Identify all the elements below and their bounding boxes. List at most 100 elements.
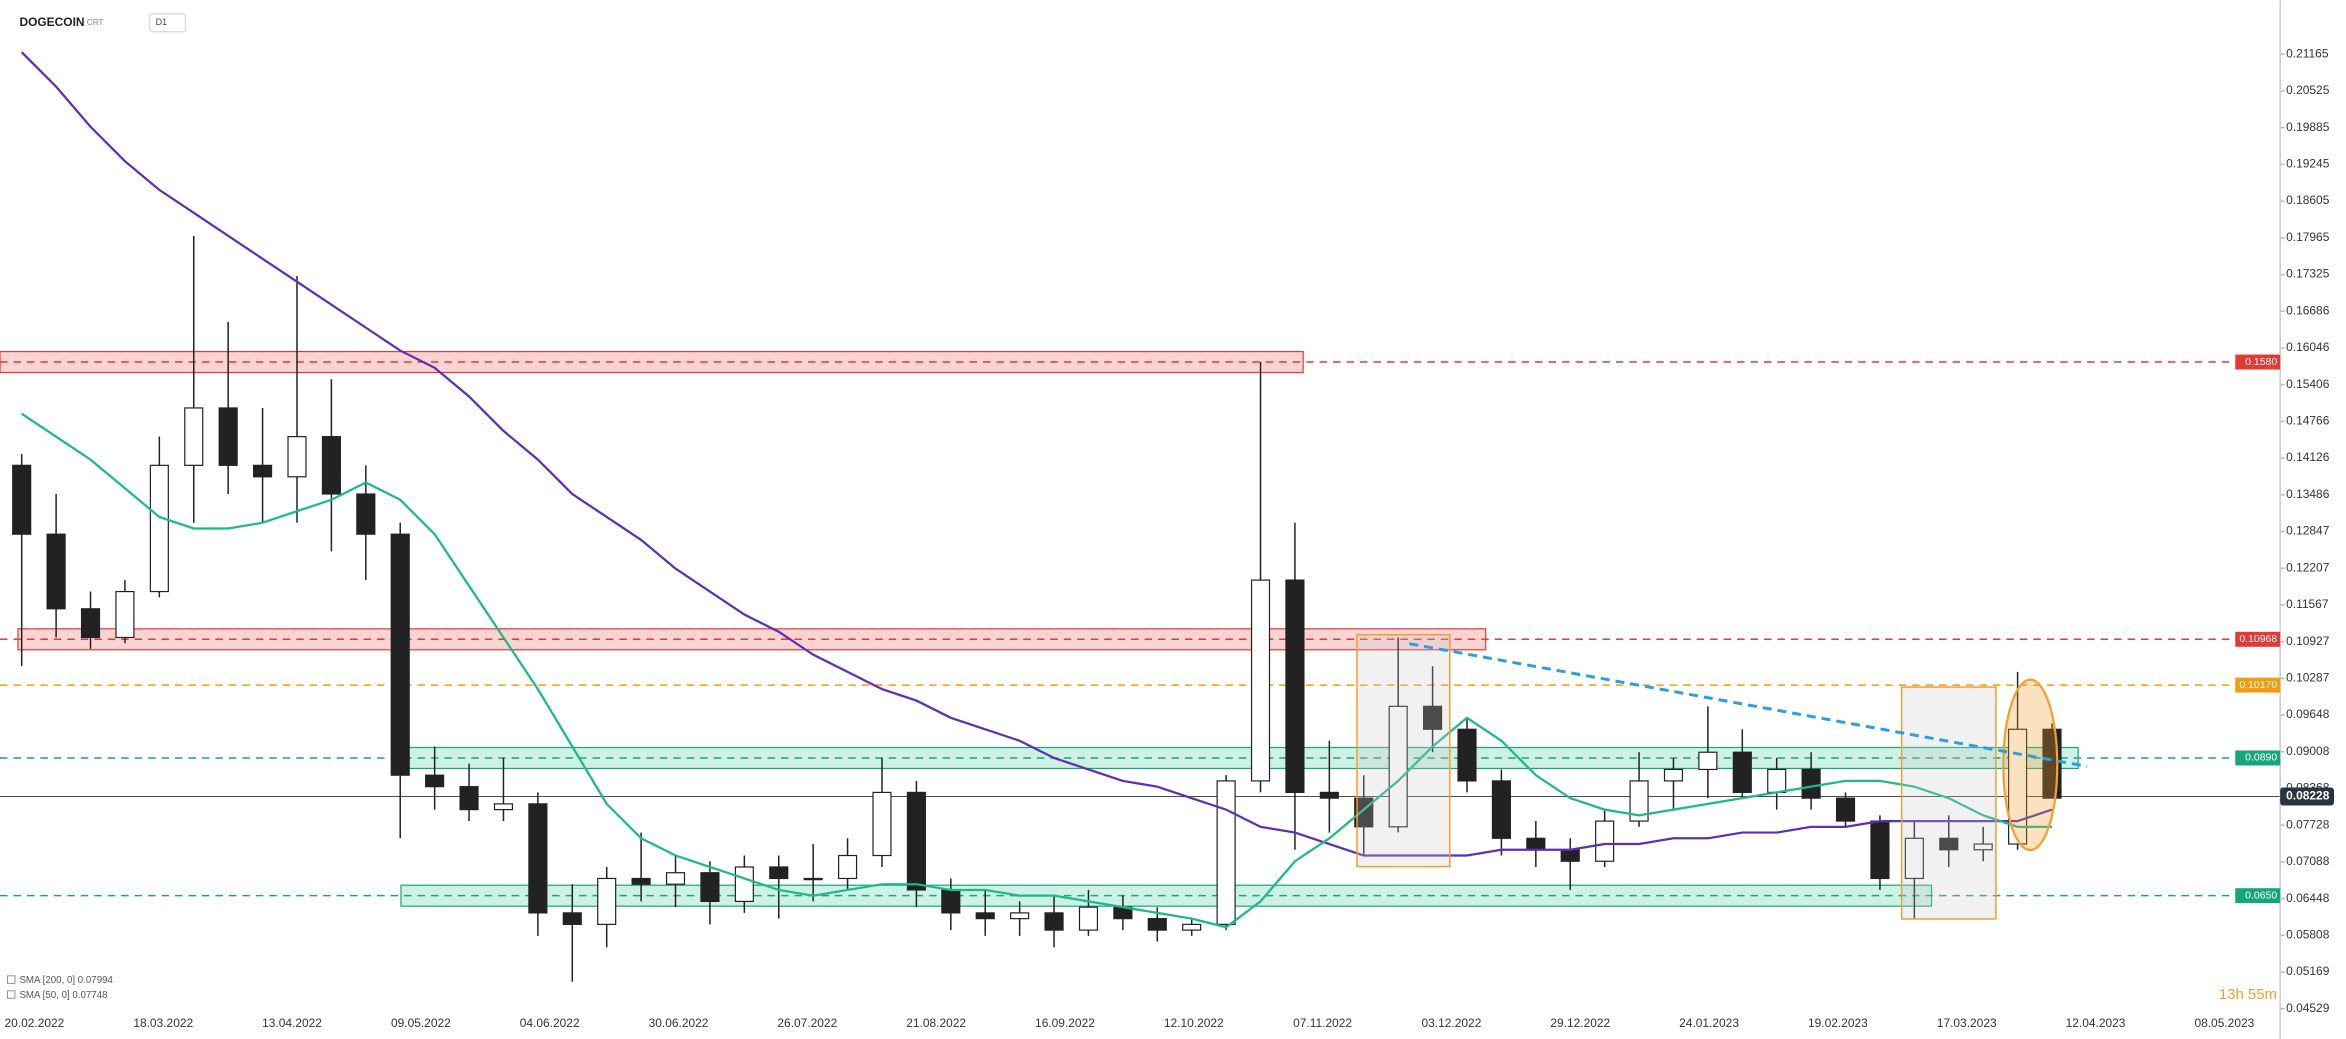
x-tick-label: 30.06.2022	[649, 1016, 709, 1030]
timeframe[interactable]: D1	[156, 17, 167, 27]
x-tick-label: 13.04.2022	[262, 1016, 322, 1030]
x-tick-label: 03.12.2022	[1422, 1016, 1482, 1030]
sma-line	[20, 51, 2053, 857]
candle-body	[1388, 705, 1408, 828]
x-tick-label: 26.07.2022	[777, 1016, 837, 1030]
candle-body	[1216, 780, 1236, 925]
labels: 0.21165 0.20525 0.19885 0.19245 0.18605 0.179…	[4, 46, 2335, 1030]
x-tick-label: 19.02.2023	[1808, 1016, 1868, 1030]
y-tick-label: 0.09008	[2286, 744, 2330, 758]
candle-body	[1285, 579, 1305, 793]
candle-body	[1182, 923, 1202, 931]
candle-body	[287, 436, 307, 478]
level-label: 0.10170	[2239, 680, 2277, 691]
level-label-bg	[2235, 888, 2281, 904]
candle-body	[1904, 837, 1924, 880]
y-tick-label: 0.15406	[2286, 377, 2330, 391]
y-tick-label: 0.11567	[2286, 597, 2329, 611]
level-label-bg	[2235, 750, 2281, 766]
x-tick-label: 18.03.2022	[133, 1016, 193, 1030]
level-label: 0.0890	[2245, 753, 2277, 764]
candle-body	[1078, 906, 1099, 931]
candle-body	[597, 877, 617, 925]
candle-body	[631, 877, 651, 885]
x-tick-label: 09.05.2022	[391, 1016, 451, 1030]
legend-icon	[7, 990, 16, 999]
candle-body	[941, 889, 961, 914]
level-label: 0.10968	[2239, 634, 2277, 645]
y-tick-label: 0.05169	[2286, 964, 2330, 978]
candle-body	[1767, 768, 1787, 793]
candle-body	[1423, 705, 1443, 730]
y-tick-label: 0.20525	[2286, 83, 2330, 97]
candle-body	[493, 803, 514, 811]
y-tick-label: 0.07088	[2286, 854, 2330, 868]
annotations	[1356, 633, 2088, 920]
level-label: 0.1580	[2245, 357, 2277, 368]
highlight-box	[1356, 633, 1451, 868]
candle-body	[528, 803, 548, 914]
y-tick-label: 0.10927	[2286, 634, 2330, 648]
candle-body	[1663, 768, 1684, 782]
sma-line	[21, 412, 2053, 929]
x-tick-label: 16.09.2022	[1035, 1016, 1095, 1030]
candle-body	[459, 786, 479, 811]
y-tick-label: 0.09648	[2286, 707, 2330, 721]
legend-entry: SMA [200, 0] 0.07994	[19, 975, 113, 986]
y-tick-label: 0.12847	[2286, 524, 2330, 538]
instrument: DOGECOIN	[19, 15, 84, 29]
candle-body	[734, 866, 754, 903]
y-tick-label: 0.04529	[2286, 1001, 2330, 1015]
candle-body	[253, 464, 273, 478]
x-tick-label: 17.03.2023	[1937, 1016, 1997, 1030]
y-tick-label: 0.14126	[2286, 450, 2330, 464]
candle-body	[872, 791, 892, 857]
candle-body	[665, 872, 686, 885]
candle-body	[1973, 843, 1993, 851]
level-label-bg	[2235, 677, 2281, 693]
candle-body	[1801, 768, 1821, 799]
x-tick-label: 21.08.2022	[906, 1016, 966, 1030]
candle-body	[1560, 849, 1580, 862]
candle-body	[80, 608, 101, 639]
candle-body	[321, 436, 341, 495]
last-price-label: 0.08228	[2286, 789, 2330, 803]
x-tick-label: 07.11.2022	[1293, 1016, 1352, 1030]
y-tick-label: 0.17325	[2286, 267, 2330, 281]
candle-body	[1526, 837, 1546, 851]
candle-body	[2008, 728, 2028, 845]
level-label-bg	[2235, 354, 2281, 370]
last-price-bg	[2280, 787, 2335, 806]
instrument-type: CRT	[87, 18, 104, 27]
candle-body	[425, 774, 445, 788]
candle-body	[1457, 728, 1477, 782]
candle-body	[906, 791, 926, 891]
candle-body	[975, 912, 995, 920]
y-tick-label: 0.07728	[2286, 817, 2330, 831]
candle-body	[1250, 579, 1271, 782]
legend-icon	[7, 975, 16, 984]
candle-body	[803, 877, 823, 881]
x-tick-label: 29.12.2022	[1550, 1016, 1610, 1030]
legend-entry: SMA [50, 0] 0.07748	[19, 990, 107, 1001]
y-tick-label: 0.17965	[2286, 230, 2330, 244]
candle-body	[838, 854, 858, 880]
candle-body	[115, 590, 135, 639]
candle-body	[1835, 797, 1856, 822]
candle-body	[46, 533, 66, 610]
timeframe-box[interactable]	[148, 13, 187, 33]
y-tick-label: 0.18605	[2286, 193, 2330, 207]
axis	[0, 53, 2285, 1010]
candle-body	[1044, 912, 1064, 931]
candle-body	[1939, 837, 1959, 851]
level-label-bg	[2235, 631, 2281, 647]
candle-body	[562, 912, 582, 925]
highlight-box	[1900, 686, 1997, 920]
candle-body	[769, 866, 789, 880]
candle-body	[1698, 751, 1718, 771]
y-tick-label: 0.05808	[2286, 928, 2330, 942]
y-tick-label: 0.06448	[2286, 891, 2330, 905]
y-tick-label: 0.12207	[2286, 560, 2330, 574]
